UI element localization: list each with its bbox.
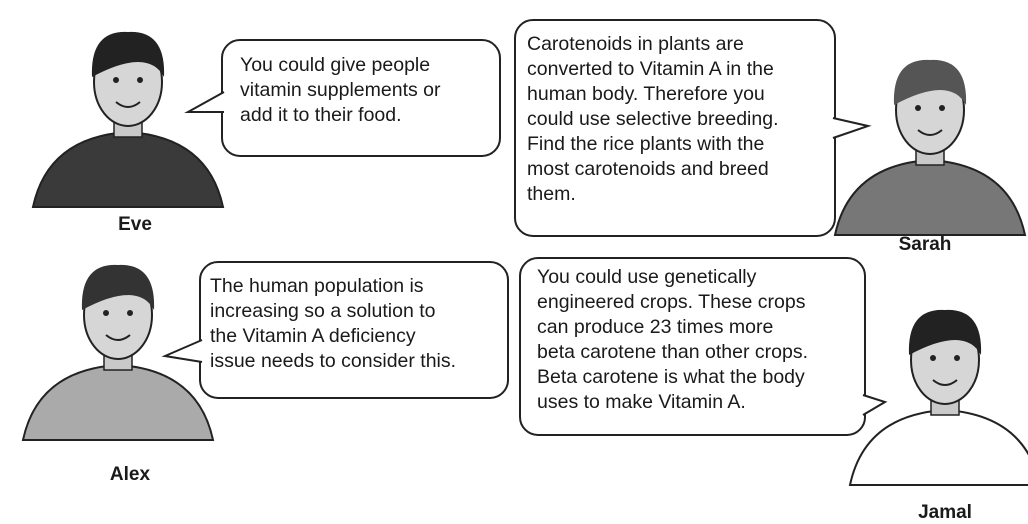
eye [915, 105, 921, 111]
speech-line: issue needs to consider this. [210, 350, 456, 372]
scene: Eve You could give people vitamin suppleme… [0, 0, 1028, 524]
person-name: Sarah [899, 234, 952, 255]
speech-line: add it to their food. [240, 104, 402, 126]
shoulders [835, 160, 1025, 235]
speech-line: vitamin supplements or [240, 79, 441, 101]
speech-line: Find the rice plants with the [527, 133, 764, 155]
speech-line: converted to Vitamin A in the [527, 58, 774, 80]
speech-line: them. [527, 183, 576, 205]
eye [127, 310, 133, 316]
person: Jamal You could use genetically engineered… [520, 258, 1028, 523]
speech-line: Carotenoids in plants are [527, 33, 744, 55]
speech-line: engineered crops. These crops [537, 291, 806, 313]
speech-line: uses to make Vitamin A. [537, 391, 746, 413]
shoulders [850, 410, 1028, 485]
person-name: Jamal [918, 502, 972, 523]
speech-line: the Vitamin A deficiency [210, 325, 416, 347]
speech-line: You could use genetically [537, 266, 757, 288]
shoulders [33, 132, 223, 207]
speech-line: Beta carotene is what the body [537, 366, 805, 388]
speech-line: most carotenoids and breed [527, 158, 769, 180]
person: Eve You could give people vitamin suppleme… [33, 32, 500, 235]
person-name: Alex [110, 464, 151, 485]
shoulders [23, 365, 213, 440]
eye [113, 77, 119, 83]
speech-line: The human population is [210, 275, 424, 297]
eye [103, 310, 109, 316]
person: Alex The human population is increasing so… [23, 262, 508, 485]
person-name: Eve [118, 214, 152, 235]
speech-line: beta carotene than other crops. [537, 341, 808, 363]
person: Sarah Carotenoids in plants are converted … [515, 20, 1025, 255]
speech-line: You could give people [240, 54, 430, 76]
eye [137, 77, 143, 83]
speech-line: could use selective breeding. [527, 108, 779, 130]
speech-line: human body. Therefore you [527, 83, 765, 105]
eye [939, 105, 945, 111]
speech-line: can produce 23 times more [537, 316, 773, 338]
eye [930, 355, 936, 361]
speech-line: increasing so a solution to [210, 300, 436, 322]
eye [954, 355, 960, 361]
